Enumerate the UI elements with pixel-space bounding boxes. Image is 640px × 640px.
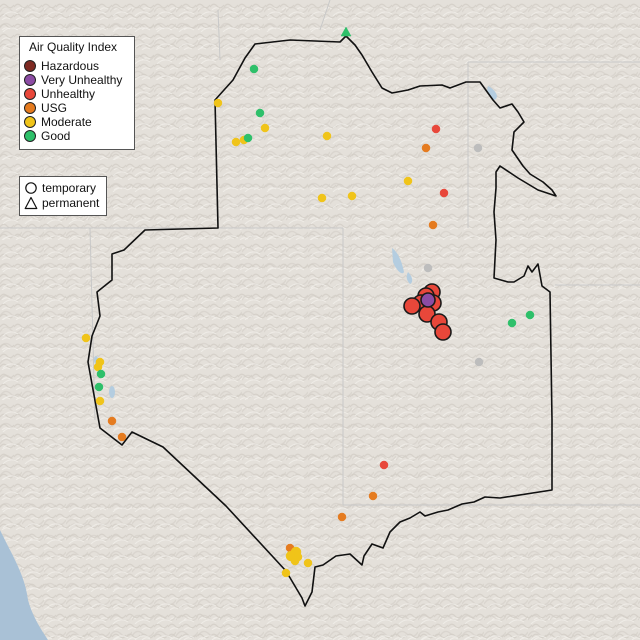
temporary-monitor-good[interactable] [249,64,259,74]
moderate-swatch [24,116,36,128]
legend-item-unhealthy: Unhealthy [24,87,95,101]
temporary-monitor-moderate[interactable] [81,333,91,343]
triangle-icon [24,196,38,210]
legend-label: Moderate [41,115,92,129]
temporary-monitor-good[interactable] [94,382,104,392]
monitor-markers [81,26,535,578]
temporary-monitor-usg[interactable] [107,416,117,426]
temporary-monitor-moderate[interactable] [213,98,223,108]
temporary-monitor-good[interactable] [525,310,535,320]
temporary-monitor-moderate[interactable] [95,396,105,406]
usg-swatch [24,102,36,114]
temporary-monitor-good[interactable] [255,108,265,118]
temporary-monitor-unhealthy[interactable] [431,124,441,134]
temporary-monitor-unhealthy[interactable] [439,188,449,198]
legend-label: Good [41,129,71,143]
temporary-monitor-no-data[interactable] [474,357,484,367]
temporary-monitor-moderate[interactable] [293,552,303,562]
temporary-monitor-usg[interactable] [337,512,347,522]
legend-title: Air Quality Index [29,40,118,54]
temporary-monitor-usg[interactable] [368,491,378,501]
legend-label: Very Unhealthy [41,73,123,87]
legend-label: USG [41,101,68,115]
temporary-monitor-moderate[interactable] [322,131,332,141]
legend-label: temporary [42,181,97,195]
legend-item-moderate: Moderate [24,115,92,129]
legend-item-very-unhealthy: Very Unhealthy [24,73,122,87]
temporary-monitor-usg[interactable] [428,220,438,230]
temporary-monitor-moderate[interactable] [303,558,313,568]
temporary-monitor-unhealthy[interactable] [379,460,389,470]
state-boundaries [0,0,640,506]
temporary-monitor-usg[interactable] [117,432,127,442]
legend-item-usg: USG [24,101,67,115]
temporary-monitor-moderate[interactable] [403,176,413,186]
good-swatch [24,130,36,142]
lakes [94,86,497,398]
temporary-monitor-no-data[interactable] [423,263,433,273]
legend-label: Hazardous [41,59,100,73]
temporary-monitor-moderate[interactable] [260,123,270,133]
temporary-monitor-unhealthy[interactable] [403,297,421,315]
legend-item-permanent: permanent [24,196,99,210]
temporary-monitor-good[interactable] [243,133,253,143]
legend-item-hazardous: Hazardous [24,59,99,73]
permanent-monitor-good[interactable] [340,26,352,37]
monitor-type-legend: temporary permanent [19,176,107,216]
hazardous-swatch [24,60,36,72]
temporary-monitor-usg[interactable] [421,143,431,153]
very-unhealthy-swatch [24,74,36,86]
pacific-ocean [0,530,48,640]
aqi-legend: Air Quality Index Hazardous Very Unhealt… [19,36,135,150]
temporary-monitor-no-data[interactable] [473,143,483,153]
circle-icon [25,182,37,194]
unhealthy-swatch [24,88,36,100]
legend-label: Unhealthy [41,87,96,101]
legend-item-temporary: temporary [24,181,96,195]
temporary-monitor-unhealthy[interactable] [434,323,452,341]
temporary-monitor-very-unhealthy[interactable] [420,292,436,308]
legend-item-good: Good [24,129,70,143]
temporary-monitor-moderate[interactable] [281,568,291,578]
legend-label: permanent [42,196,100,210]
temporary-monitor-moderate[interactable] [347,191,357,201]
temporary-monitor-good[interactable] [96,369,106,379]
temporary-monitor-moderate[interactable] [317,193,327,203]
temporary-monitor-moderate[interactable] [231,137,241,147]
temporary-monitor-good[interactable] [507,318,517,328]
